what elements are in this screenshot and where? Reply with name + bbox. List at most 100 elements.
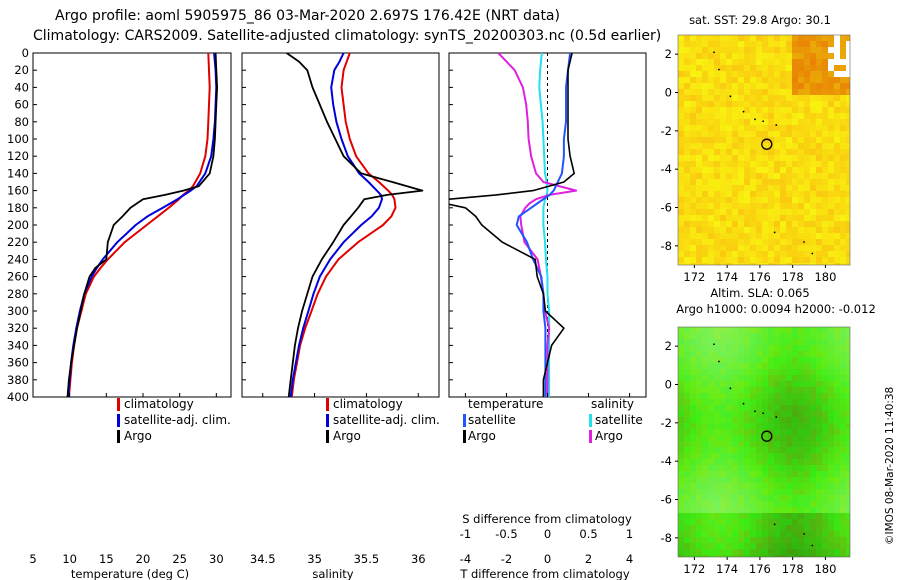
map-cell xyxy=(816,143,823,150)
map-cell xyxy=(696,543,703,550)
map-cell xyxy=(738,333,745,340)
map-cell xyxy=(744,155,751,162)
sal-xtick-label: 35.5 xyxy=(354,552,380,566)
map-island xyxy=(754,118,756,121)
map-cell xyxy=(834,507,841,514)
map-cell xyxy=(720,345,727,352)
map-cell xyxy=(690,543,697,550)
map-cell xyxy=(846,197,850,204)
map-cell xyxy=(840,227,847,234)
map-cell xyxy=(744,119,751,126)
map-cell xyxy=(726,119,733,126)
map-cell xyxy=(684,381,691,388)
map-cell xyxy=(720,477,727,484)
map-cell xyxy=(792,119,799,126)
map-cell xyxy=(738,537,745,544)
map-cell xyxy=(738,65,745,72)
map-cell xyxy=(804,107,811,114)
map-cell xyxy=(780,71,787,78)
map-cell xyxy=(762,387,769,394)
map-island xyxy=(803,241,806,243)
map-cell xyxy=(732,155,739,162)
map-cell xyxy=(792,71,799,78)
map-cell xyxy=(774,161,781,168)
map-cell xyxy=(714,489,721,496)
map-cell xyxy=(708,459,715,466)
map-cell xyxy=(720,483,727,490)
salinity-legend: climatology satellite-adj. clim. Argo xyxy=(326,397,440,443)
map-cell xyxy=(792,369,799,376)
map-cell xyxy=(726,65,733,72)
map-cell xyxy=(846,161,850,168)
map-ytick-label: 0 xyxy=(665,86,672,100)
map-cell xyxy=(708,179,715,186)
map-cell xyxy=(822,221,829,228)
map-cell xyxy=(732,555,739,557)
map-cell xyxy=(726,149,733,156)
map-cell xyxy=(720,245,727,252)
map-cell xyxy=(810,107,817,114)
map-cell xyxy=(702,203,709,210)
map-cell xyxy=(690,345,697,352)
map-cell xyxy=(810,483,817,490)
map-cell xyxy=(696,197,703,204)
map-cell xyxy=(738,393,745,400)
map-cell xyxy=(840,101,847,108)
map-cell xyxy=(804,77,811,84)
map-cell xyxy=(762,149,769,156)
map-cell xyxy=(822,447,829,454)
map-cell xyxy=(810,525,817,532)
map-cell xyxy=(846,357,850,364)
map-cell xyxy=(792,525,799,532)
map-cell xyxy=(750,65,757,72)
map-cell xyxy=(768,411,775,418)
map-cell xyxy=(750,227,757,234)
map-cell xyxy=(726,375,733,382)
map-cell xyxy=(684,41,691,48)
map-cell xyxy=(696,149,703,156)
map-cell xyxy=(780,393,787,400)
salinity-xlabel: salinity xyxy=(312,567,353,580)
map-cell xyxy=(810,345,817,352)
map-cell xyxy=(738,381,745,388)
map-cell xyxy=(738,477,745,484)
map-cell xyxy=(774,405,781,412)
map-cell xyxy=(822,185,829,192)
map-cell xyxy=(696,161,703,168)
map-cell xyxy=(750,71,757,78)
map-island xyxy=(718,68,720,71)
map-cell xyxy=(792,47,799,54)
map-cell xyxy=(804,65,811,72)
map-cell xyxy=(696,447,703,454)
map-cell xyxy=(732,203,739,210)
map-cell xyxy=(702,113,709,120)
map-cell xyxy=(840,125,847,132)
map-cell xyxy=(834,59,841,66)
map-cell xyxy=(732,399,739,406)
map-cell xyxy=(696,525,703,532)
map-cell xyxy=(720,209,727,216)
map-cell xyxy=(762,327,769,334)
map-cell xyxy=(846,155,850,162)
map-cell xyxy=(702,215,709,222)
map-cell xyxy=(732,131,739,138)
map-cell xyxy=(684,501,691,508)
map-cell xyxy=(786,233,793,240)
map-cell xyxy=(708,59,715,66)
map-cell xyxy=(702,59,709,66)
map-cell xyxy=(828,543,835,550)
map-cell xyxy=(720,405,727,412)
map-cell xyxy=(708,339,715,346)
map-cell xyxy=(798,483,805,490)
map-cell xyxy=(744,381,751,388)
map-cell xyxy=(840,203,847,210)
map-cell xyxy=(846,143,850,150)
map-cell xyxy=(684,369,691,376)
map-cell xyxy=(720,203,727,210)
map-cell xyxy=(828,417,835,424)
map-cell xyxy=(840,489,847,496)
map-cell xyxy=(810,113,817,120)
map-cell xyxy=(786,375,793,382)
map-cell xyxy=(696,399,703,406)
map-cell xyxy=(750,399,757,406)
